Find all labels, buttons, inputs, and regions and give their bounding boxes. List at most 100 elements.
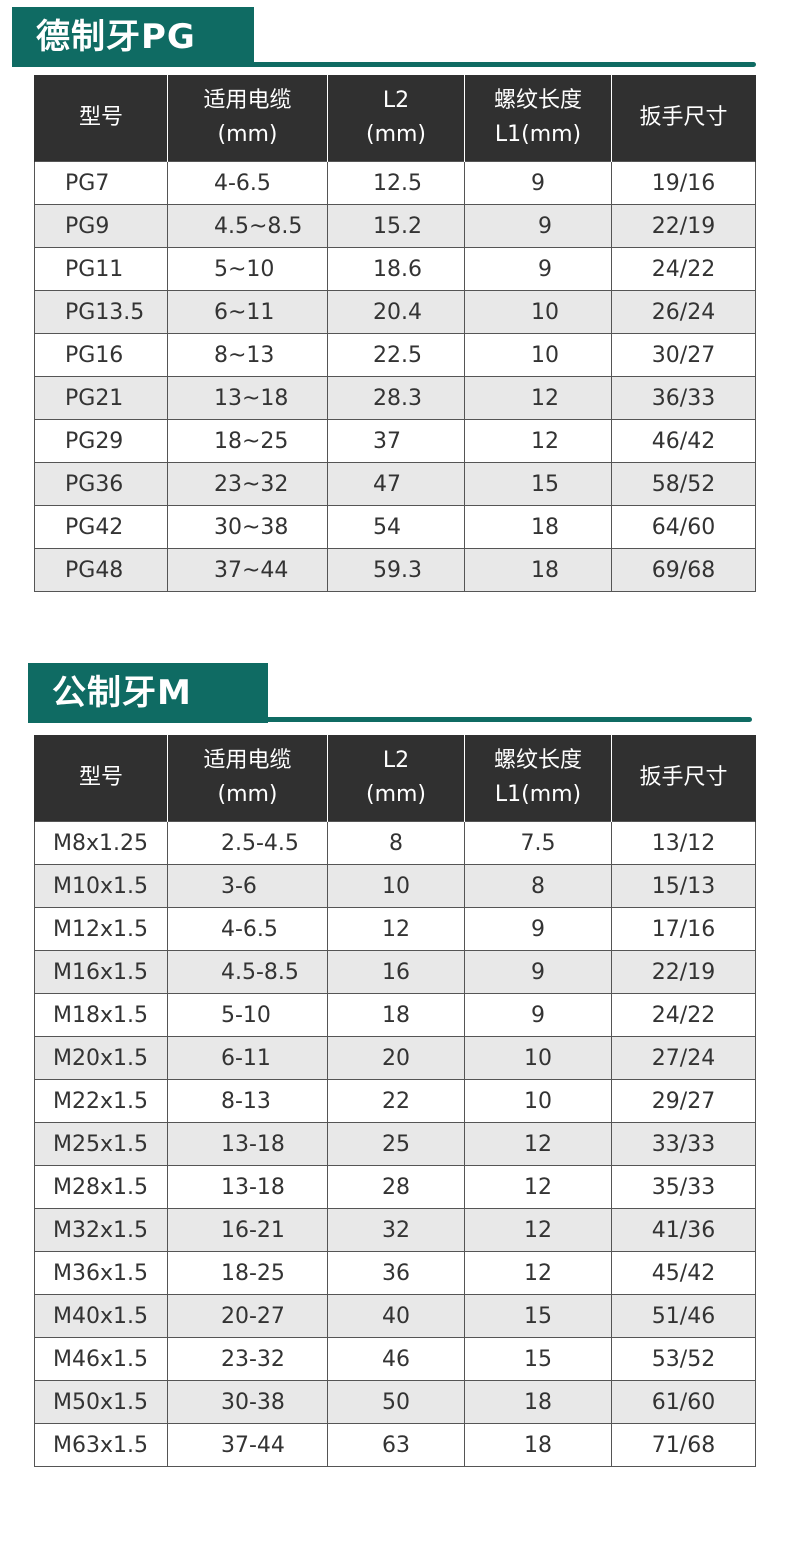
column-header-text: (mm) [365,782,427,807]
table-cell: 41/36 [611,1208,756,1252]
table-cell: M40x1.5 [34,1294,168,1338]
column-header: 扳手尺寸 [611,75,756,162]
table-cell: PG7 [34,161,168,205]
table-cell: 16 [327,950,465,994]
table-cell: 10 [464,333,612,377]
table-cell: PG9 [34,204,168,248]
table-cell: 36 [327,1251,465,1295]
table-cell: M16x1.5 [34,950,168,994]
table-cell: 35/33 [611,1165,756,1209]
table-cell: 37~44 [167,548,328,592]
column-header-text: (mm) [217,122,278,147]
pg-section-title: 德制牙PG [12,7,254,67]
table-cell: M8x1.25 [34,821,168,865]
table-cell: M36x1.5 [34,1251,168,1295]
table-cell: 20.4 [327,290,465,334]
table-cell: 5-10 [167,993,328,1037]
table-row: M28x1.5 13-18 28 12 35/33 [34,1165,756,1209]
table-cell: 18 [327,993,465,1037]
pg-title-underline [12,62,756,67]
table-cell: M32x1.5 [34,1208,168,1252]
table-row: M16x1.5 4.5-8.5 16 9 22/19 [34,950,756,994]
table-row: M20x1.5 6-11 20 10 27/24 [34,1036,756,1080]
table-cell: 26/24 [611,290,756,334]
table-cell: M28x1.5 [34,1165,168,1209]
table-cell: 12 [464,1165,612,1209]
table-cell: 13/12 [611,821,756,865]
table-row: PG9 4.5~8.5 15.2 9 22/19 [34,204,756,248]
column-header-text: 扳手尺寸 [639,105,728,130]
table-cell: 12.5 [327,161,465,205]
table-cell: 24/22 [611,247,756,291]
column-header-text: (mm) [217,782,278,807]
table-cell: 9 [464,993,612,1037]
table-row: M40x1.5 20-27 40 15 51/46 [34,1294,756,1338]
table-cell: 27/24 [611,1036,756,1080]
column-header-text: 适用电缆 [203,88,292,113]
table-cell: M25x1.5 [34,1122,168,1166]
table-cell: 20 [327,1036,465,1080]
column-header: 型号 [34,75,168,162]
table-cell: 18-25 [167,1251,328,1295]
column-header-text: L1(mm) [494,122,582,147]
table-cell: 22.5 [327,333,465,377]
table-cell: 15 [464,462,612,506]
table-row: PG13.5 6~11 20.4 10 26/24 [34,290,756,334]
table-cell: 32 [327,1208,465,1252]
table-cell: PG36 [34,462,168,506]
column-header-text: L2 [382,748,410,773]
table-row: M36x1.5 18-25 36 12 45/42 [34,1251,756,1295]
table-cell: 12 [464,376,612,420]
table-cell: 5~10 [167,247,328,291]
table-cell: 10 [327,864,465,908]
table-row: M50x1.5 30-38 50 18 61/60 [34,1380,756,1424]
m-title-underline [28,717,752,722]
pg-spec-table: 型号 适用电缆 (mm) L2 (mm) 螺纹长度 L1(mm) 扳手尺寸 PG7 4-6.5 1… [34,75,756,592]
table-cell: 15.2 [327,204,465,248]
column-header-text: 螺纹长度 [493,748,582,773]
table-cell: 22/19 [611,204,756,248]
column-header: 螺纹长度 L1(mm) [464,735,612,822]
table-cell: 2.5-4.5 [167,821,328,865]
table-cell: 10 [464,290,612,334]
table-cell: M12x1.5 [34,907,168,951]
column-header: 扳手尺寸 [611,735,756,822]
table-cell: 9 [464,907,612,951]
table-cell: 6-11 [167,1036,328,1080]
table-cell: PG13.5 [34,290,168,334]
table-row: M63x1.5 37-44 63 18 71/68 [34,1423,756,1467]
column-header-text: 螺纹长度 [493,88,582,113]
table-cell: 10 [464,1036,612,1080]
table-cell: 71/68 [611,1423,756,1467]
table-cell: 9 [464,161,612,205]
column-header-text: L2 [382,88,410,113]
table-cell: 4-6.5 [167,161,328,205]
table-cell: 33/33 [611,1122,756,1166]
table-row: M10x1.5 3-6 10 8 15/13 [34,864,756,908]
table-cell: PG21 [34,376,168,420]
table-cell: 36/33 [611,376,756,420]
table-cell: 18 [464,505,612,549]
table-cell: 13~18 [167,376,328,420]
table-cell: 4.5~8.5 [167,204,328,248]
table-cell: 53/52 [611,1337,756,1381]
table-cell: 40 [327,1294,465,1338]
column-header-text: (mm) [365,122,427,147]
table-cell: PG16 [34,333,168,377]
table-header-row: 型号 适用电缆 (mm) L2 (mm) 螺纹长度 L1(mm) 扳手尺寸 [34,735,756,822]
table-row: M22x1.5 8-13 22 10 29/27 [34,1079,756,1123]
table-cell: 23-32 [167,1337,328,1381]
table-row: PG16 8~13 22.5 10 30/27 [34,333,756,377]
table-cell: 8-13 [167,1079,328,1123]
table-row: PG29 18~25 37 12 46/42 [34,419,756,463]
table-cell: 12 [464,1251,612,1295]
table-row: M8x1.25 2.5-4.5 8 7.5 13/12 [34,821,756,865]
table-row: PG21 13~18 28.3 12 36/33 [34,376,756,420]
table-cell: 61/60 [611,1380,756,1424]
table-cell: PG42 [34,505,168,549]
table-header-row: 型号 适用电缆 (mm) L2 (mm) 螺纹长度 L1(mm) 扳手尺寸 [34,75,756,162]
table-cell: 15 [464,1294,612,1338]
table-cell: M10x1.5 [34,864,168,908]
table-cell: 28 [327,1165,465,1209]
table-cell: M20x1.5 [34,1036,168,1080]
